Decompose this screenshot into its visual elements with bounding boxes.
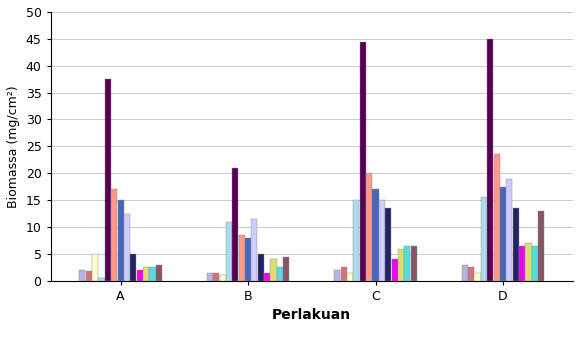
- Bar: [92, 254, 98, 281]
- Bar: [481, 197, 487, 281]
- Bar: [398, 248, 404, 281]
- Bar: [105, 79, 111, 281]
- Bar: [118, 200, 124, 281]
- Bar: [207, 273, 213, 281]
- Bar: [513, 208, 519, 281]
- Bar: [283, 257, 289, 281]
- Bar: [99, 278, 104, 281]
- Bar: [532, 246, 538, 281]
- Bar: [353, 200, 360, 281]
- Bar: [264, 273, 270, 281]
- Bar: [366, 173, 372, 281]
- Bar: [79, 270, 85, 281]
- Bar: [372, 189, 379, 281]
- Bar: [487, 39, 493, 281]
- Bar: [506, 179, 512, 281]
- Bar: [519, 246, 525, 281]
- Bar: [500, 187, 506, 281]
- Bar: [251, 219, 258, 281]
- Bar: [379, 200, 385, 281]
- Bar: [340, 267, 347, 281]
- Bar: [124, 213, 130, 281]
- Bar: [468, 267, 474, 281]
- Bar: [156, 265, 162, 281]
- Bar: [494, 154, 499, 281]
- Bar: [392, 259, 398, 281]
- X-axis label: Perlakuan: Perlakuan: [272, 309, 351, 323]
- Bar: [360, 41, 366, 281]
- Bar: [232, 168, 238, 281]
- Bar: [270, 259, 277, 281]
- Bar: [137, 270, 143, 281]
- Bar: [334, 270, 340, 281]
- Bar: [150, 267, 155, 281]
- Bar: [219, 275, 226, 281]
- Bar: [411, 246, 417, 281]
- Bar: [258, 254, 264, 281]
- Bar: [474, 273, 480, 281]
- Y-axis label: Biomassa (mg/cm²): Biomassa (mg/cm²): [7, 85, 20, 208]
- Bar: [245, 238, 251, 281]
- Bar: [143, 267, 149, 281]
- Bar: [213, 273, 219, 281]
- Bar: [525, 243, 531, 281]
- Bar: [130, 254, 136, 281]
- Bar: [277, 267, 283, 281]
- Bar: [347, 273, 353, 281]
- Bar: [111, 189, 117, 281]
- Bar: [226, 222, 232, 281]
- Bar: [238, 235, 245, 281]
- Bar: [462, 265, 468, 281]
- Bar: [86, 271, 92, 281]
- Bar: [404, 246, 411, 281]
- Bar: [538, 211, 544, 281]
- Bar: [385, 208, 392, 281]
